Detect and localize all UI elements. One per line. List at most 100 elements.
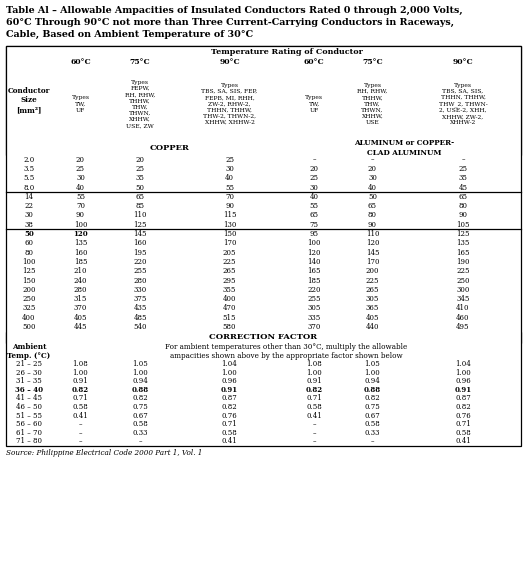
- Text: 0.82: 0.82: [132, 394, 148, 403]
- Bar: [405, 266, 521, 276]
- Text: 60°C Through 90°C not more than Three Current-Carrying Conductors in Raceways,: 60°C Through 90°C not more than Three Cu…: [6, 18, 454, 26]
- Text: 80: 80: [24, 249, 34, 257]
- Text: Types
TBS, SA, SIS,
THHN, THHW,
THW_2, THWN-
2, USE-2, XHH,
XHHW, ZW-2,
XHHW-2: Types TBS, SA, SIS, THHN, THHW, THW_2, T…: [438, 83, 487, 126]
- Bar: [405, 377, 521, 386]
- Text: 40: 40: [309, 193, 318, 201]
- Bar: [109, 183, 171, 192]
- Bar: [405, 411, 521, 420]
- Text: 370: 370: [307, 323, 321, 331]
- Bar: [109, 295, 171, 304]
- Bar: [288, 211, 340, 220]
- Bar: [288, 304, 340, 313]
- Bar: [405, 360, 521, 368]
- Bar: [340, 220, 405, 230]
- Bar: [171, 304, 288, 313]
- Bar: [52, 141, 288, 155]
- Bar: [288, 437, 340, 446]
- Bar: [340, 57, 405, 67]
- Text: 25: 25: [225, 156, 234, 164]
- Bar: [288, 230, 340, 239]
- Bar: [171, 295, 288, 304]
- Text: 55: 55: [225, 184, 234, 191]
- Text: 85: 85: [135, 202, 144, 210]
- Bar: [405, 155, 521, 164]
- Text: ALUMINUM or COPPER-
CLAD ALUMINUM: ALUMINUM or COPPER- CLAD ALUMINUM: [355, 139, 455, 157]
- Text: 130: 130: [223, 221, 236, 229]
- Bar: [109, 313, 171, 322]
- Text: 71 – 80: 71 – 80: [16, 437, 42, 446]
- Text: 405: 405: [366, 313, 379, 322]
- Text: For ambient temperatures other than 30°C, multiply the allowable
ampacities show: For ambient temperatures other than 30°C…: [165, 343, 407, 360]
- Bar: [171, 368, 288, 377]
- Text: 580: 580: [223, 323, 236, 331]
- Bar: [109, 174, 171, 183]
- Text: 125: 125: [456, 230, 470, 238]
- Text: 100: 100: [22, 258, 36, 266]
- Text: 170: 170: [223, 239, 236, 247]
- Text: 60°C: 60°C: [304, 58, 324, 66]
- Bar: [288, 67, 340, 141]
- Text: 150: 150: [223, 230, 236, 238]
- Text: 160: 160: [133, 239, 147, 247]
- Bar: [52, 403, 109, 411]
- Bar: [405, 183, 521, 192]
- Text: 185: 185: [307, 276, 321, 285]
- Bar: [109, 429, 171, 437]
- Text: 1.05: 1.05: [132, 360, 148, 368]
- Text: 1.00: 1.00: [73, 369, 89, 377]
- Bar: [288, 57, 340, 67]
- Text: 0.94: 0.94: [132, 377, 148, 385]
- Text: 1.05: 1.05: [365, 360, 380, 368]
- Text: Types
TW,
UF: Types TW, UF: [72, 95, 90, 113]
- Text: 2.0: 2.0: [23, 156, 35, 164]
- Bar: [52, 420, 109, 429]
- Bar: [340, 211, 405, 220]
- Bar: [6, 295, 52, 304]
- Text: 90°C: 90°C: [453, 58, 473, 66]
- Text: 1.08: 1.08: [73, 360, 89, 368]
- Text: –: –: [313, 156, 316, 164]
- Text: 3.5: 3.5: [23, 165, 35, 173]
- Text: 65: 65: [135, 193, 144, 201]
- Text: 0.67: 0.67: [132, 411, 148, 420]
- Bar: [52, 155, 109, 164]
- Bar: [52, 276, 109, 285]
- Text: 460: 460: [456, 313, 470, 322]
- Text: 31 – 35: 31 – 35: [16, 377, 42, 385]
- Bar: [340, 386, 405, 394]
- Bar: [6, 313, 52, 322]
- Text: 125: 125: [22, 267, 36, 275]
- Bar: [405, 322, 521, 332]
- Bar: [405, 201, 521, 211]
- Text: 0.33: 0.33: [132, 429, 148, 437]
- Bar: [340, 248, 405, 257]
- Text: 56 – 60: 56 – 60: [16, 420, 42, 428]
- Text: 225: 225: [366, 276, 379, 285]
- Text: 250: 250: [22, 295, 36, 303]
- Text: 75°C: 75°C: [130, 58, 150, 66]
- Text: –: –: [371, 437, 374, 446]
- Bar: [171, 239, 288, 248]
- Text: 46 – 50: 46 – 50: [16, 403, 42, 411]
- Text: 21 – 25: 21 – 25: [16, 360, 42, 368]
- Bar: [52, 285, 109, 295]
- Bar: [6, 285, 52, 295]
- Text: 515: 515: [223, 313, 236, 322]
- Text: 90: 90: [458, 211, 467, 220]
- Text: 25: 25: [76, 165, 85, 173]
- Text: 0.76: 0.76: [222, 411, 237, 420]
- Bar: [6, 403, 52, 411]
- Text: 20: 20: [135, 156, 144, 164]
- Text: 120: 120: [307, 249, 321, 257]
- Text: 280: 280: [133, 276, 147, 285]
- Text: Conductor
Size
[mm²]: Conductor Size [mm²]: [8, 87, 50, 114]
- Bar: [109, 411, 171, 420]
- Text: 205: 205: [223, 249, 236, 257]
- Text: 105: 105: [456, 221, 470, 229]
- Text: 305: 305: [366, 295, 379, 303]
- Text: 0.75: 0.75: [132, 403, 148, 411]
- Text: 110: 110: [133, 211, 147, 220]
- Bar: [288, 429, 340, 437]
- Bar: [340, 429, 405, 437]
- Bar: [52, 394, 109, 403]
